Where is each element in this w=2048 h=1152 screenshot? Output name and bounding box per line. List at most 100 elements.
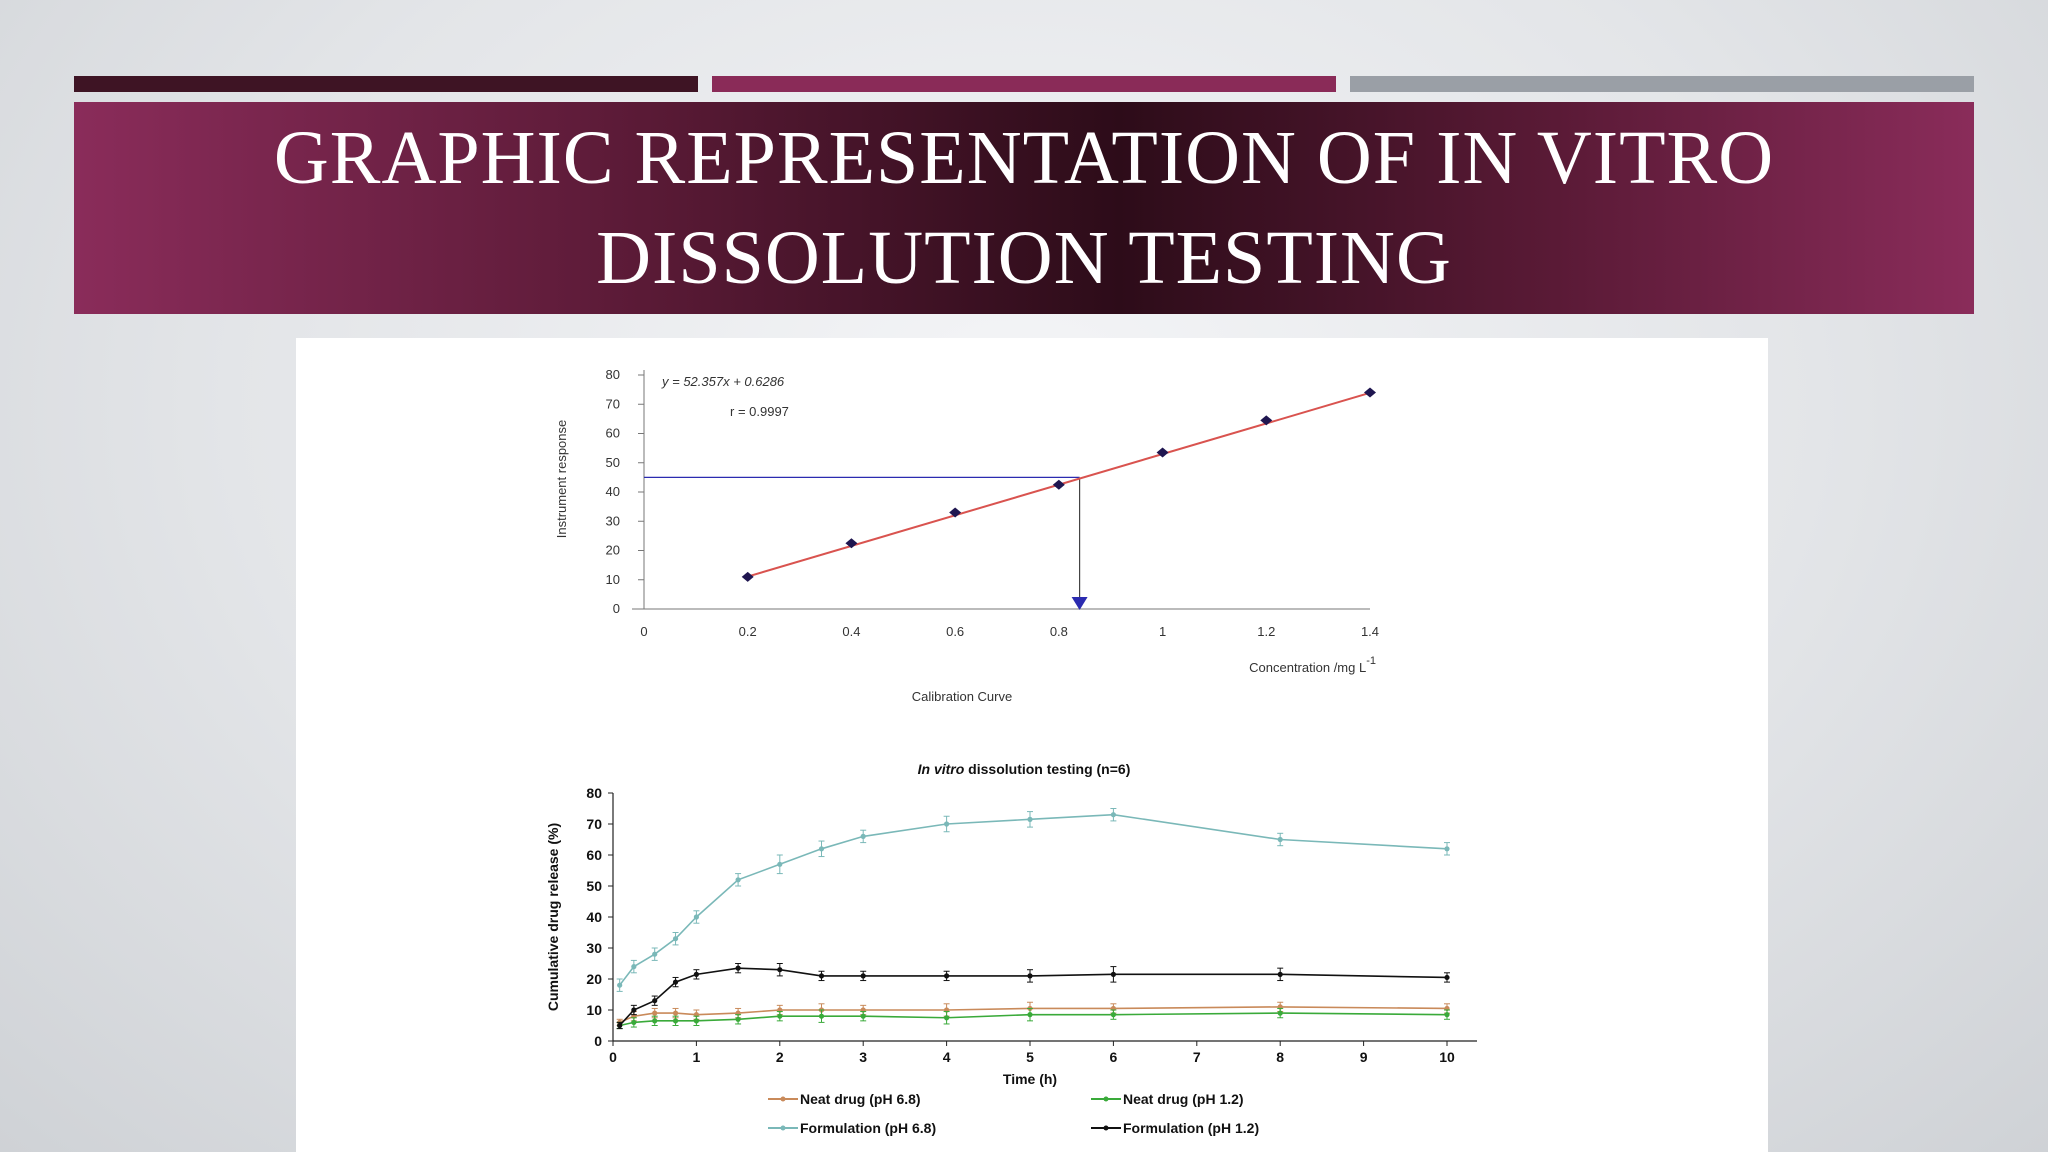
legend-label: Formulation (pH 1.2) <box>1123 1120 1259 1136</box>
dissolution-data-point <box>1444 1012 1450 1018</box>
calibration-y-tick-label: 80 <box>606 367 620 382</box>
calibration-equation: y = 52.357x + 0.6286 <box>661 374 785 389</box>
dissolution-data-point <box>652 1018 658 1024</box>
legend-label: Formulation (pH 6.8) <box>800 1120 936 1136</box>
dissolution-series-line <box>619 1006 1448 1024</box>
dissolution-data-point <box>777 1013 783 1019</box>
calibration-y-tick-label: 50 <box>606 455 620 470</box>
legend-swatch-marker <box>1103 1096 1109 1102</box>
dissolution-y-tick-label: 60 <box>586 847 602 863</box>
calibration-x-tick-label: 0 <box>640 624 647 639</box>
chart-image-panel: 0 10 20 30 40 50 60 70 80 0 0.2 0.4 0.6 0.8 1 1.2 1.4 Ins… <box>296 338 1768 1152</box>
calibration-y-tick-label: 0 <box>613 601 620 616</box>
dissolution-x-tick-label: 2 <box>776 1049 784 1065</box>
calibration-data-point <box>1052 479 1065 490</box>
dissolution-y-tick-label: 10 <box>586 1002 602 1018</box>
dissolution-title-rest: dissolution testing (n=6) <box>964 761 1130 777</box>
dissolution-x-tick-label: 5 <box>1026 1049 1034 1065</box>
calibration-data-point <box>1260 415 1273 426</box>
dissolution-series-line <box>619 967 1448 1027</box>
dissolution-data-point <box>1027 1012 1033 1018</box>
dissolution-y-tick-label: 70 <box>586 816 602 832</box>
calibration-r-value: r = 0.9997 <box>730 404 789 419</box>
dissolution-y-tick-label: 50 <box>586 878 602 894</box>
dissolution-data-point <box>617 1022 623 1029</box>
dissolution-data-point <box>1444 846 1450 852</box>
dissolution-data-point <box>1027 816 1033 822</box>
dissolution-y-tick-label: 20 <box>586 971 602 987</box>
calibration-x-tick-label: 0.8 <box>1050 624 1068 639</box>
dissolution-x-tick-label: 8 <box>1276 1049 1284 1065</box>
calibration-y-tick-label: 60 <box>606 426 620 441</box>
calibration-data-point <box>1156 447 1169 458</box>
dissolution-data-point <box>652 1010 658 1016</box>
dissolution-data-point <box>693 971 699 977</box>
dissolution-x-tick-label: 1 <box>693 1049 701 1065</box>
calibration-x-axis-label: Concentration /mg L-1 <box>1249 655 1376 675</box>
dissolution-x-tick-label: 0 <box>609 1049 617 1065</box>
calibration-y-axis-label: Instrument response <box>554 420 569 539</box>
dissolution-data-point <box>652 998 658 1004</box>
calibration-caption: Calibration Curve <box>912 689 1012 704</box>
dissolution-data-point <box>1277 1010 1283 1016</box>
dissolution-data-point <box>693 914 699 920</box>
dissolution-data-point <box>631 1019 637 1025</box>
dissolution-data-point <box>777 861 783 867</box>
dissolution-data-point <box>652 951 658 957</box>
dissolution-data-point <box>818 846 825 852</box>
calibration-y-tick-label: 40 <box>606 484 620 499</box>
dissolution-y-tick-label: 0 <box>594 1033 602 1049</box>
dissolution-x-tick-label: 3 <box>859 1049 867 1065</box>
dissolution-series-line <box>619 813 1448 986</box>
dissolution-data-point <box>1110 1012 1116 1018</box>
dissolution-data-point <box>631 1007 637 1013</box>
dissolution-data-point <box>693 1018 699 1024</box>
dissolution-data-point <box>944 973 950 979</box>
dissolution-data-point <box>617 982 623 988</box>
dissolution-data-point <box>735 1016 741 1022</box>
dissolution-data-point <box>860 973 866 979</box>
calibration-data-point <box>1364 387 1376 398</box>
dissolution-data-point <box>1110 812 1116 818</box>
slide-title: GRAPHIC REPRESENTATION OF IN VITRO DISSO… <box>273 116 1775 300</box>
dissolution-data-point <box>944 1015 950 1021</box>
calibration-y-tick-label: 70 <box>606 396 620 411</box>
dissolution-data-point <box>777 967 783 973</box>
calibration-y-tick-label: 30 <box>606 513 620 528</box>
dissolution-data-point <box>860 1013 866 1019</box>
accent-bar-plum <box>712 76 1336 92</box>
dissolution-data-point <box>672 1018 679 1024</box>
legend-label: Neat drug (pH 1.2) <box>1123 1091 1244 1107</box>
accent-bar-dark <box>74 76 698 92</box>
calibration-y-tick-label: 20 <box>606 543 620 558</box>
calibration-x-tick-label: 1 <box>1159 624 1166 639</box>
dissolution-data-point <box>944 821 950 827</box>
dissolution-x-tick-label: 6 <box>1110 1049 1118 1065</box>
dissolution-x-tick-label: 4 <box>943 1049 951 1065</box>
legend-swatch-marker <box>780 1096 786 1102</box>
legend-swatch-marker <box>780 1125 786 1131</box>
title-band: GRAPHIC REPRESENTATION OF IN VITRO DISSO… <box>74 102 1974 314</box>
dissolution-data-point <box>1277 836 1283 843</box>
dissolution-data-point <box>672 936 679 942</box>
dissolution-x-axis-label: Time (h) <box>1003 1071 1057 1087</box>
calibration-data-point <box>845 538 858 549</box>
legend-label: Neat drug (pH 6.8) <box>800 1091 921 1107</box>
calibration-y-tick-label: 10 <box>606 572 620 587</box>
dissolution-x-tick-label: 9 <box>1360 1049 1368 1065</box>
dissolution-title: In vitro dissolution testing (n=6) <box>918 761 1131 777</box>
calibration-data-point <box>741 571 754 582</box>
calibration-x-tick-label: 0.2 <box>739 624 757 639</box>
dissolution-x-tick-label: 10 <box>1439 1049 1455 1065</box>
dissolution-y-tick-label: 80 <box>586 785 602 801</box>
dissolution-data-point <box>672 1010 679 1016</box>
dissolution-data-point <box>631 964 637 970</box>
dissolution-data-point <box>672 979 679 985</box>
dissolution-y-axis-label: Cumulative drug release (%) <box>545 823 561 1011</box>
dissolution-data-point <box>1110 971 1116 977</box>
decorative-bars <box>74 76 1974 92</box>
calibration-x-axis-label-exponent: -1 <box>1366 655 1376 667</box>
dissolution-data-point <box>818 1013 825 1019</box>
dissolution-data-point <box>860 833 866 839</box>
